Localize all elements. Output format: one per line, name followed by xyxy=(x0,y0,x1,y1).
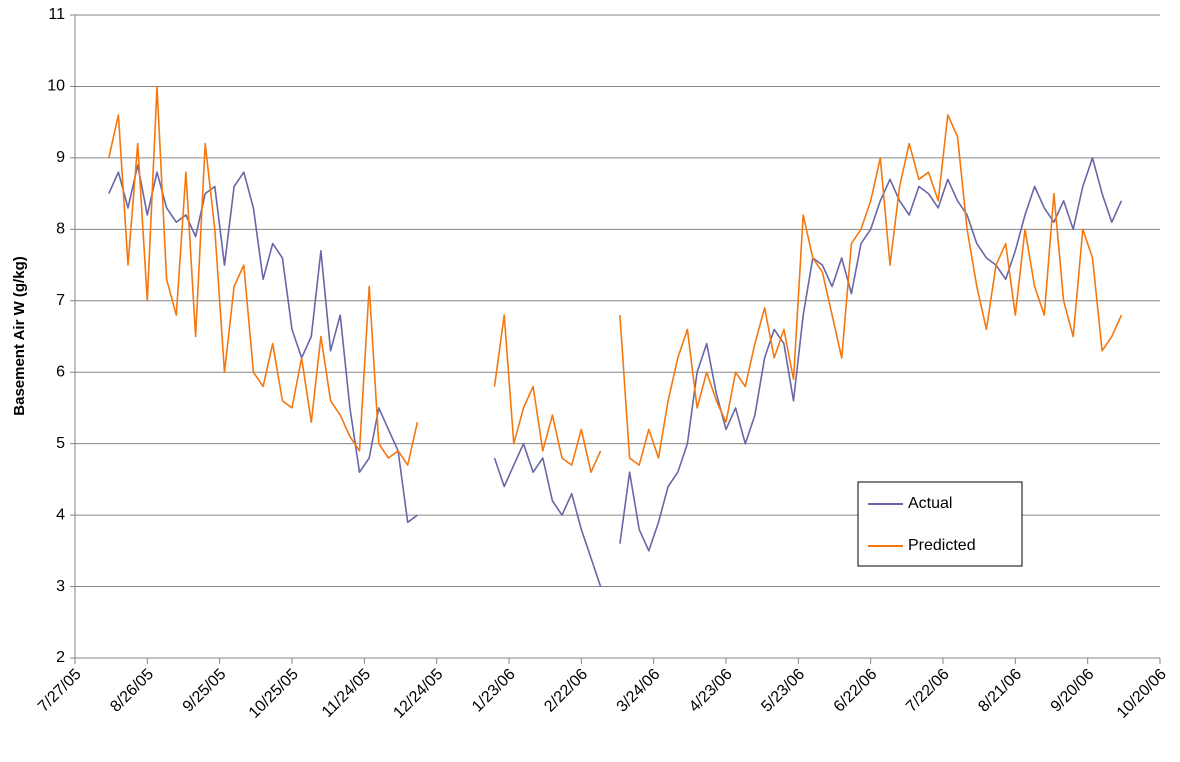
y-tick-label: 3 xyxy=(56,578,65,595)
legend-label: Actual xyxy=(908,495,952,512)
x-tick-label: 8/26/05 xyxy=(107,666,157,716)
x-tick-label: 7/27/05 xyxy=(35,666,85,716)
x-tick-label: 7/22/06 xyxy=(903,666,953,716)
y-axis-title: Basement Air W (g/kg) xyxy=(11,256,28,415)
y-tick-label: 5 xyxy=(56,435,65,452)
x-tick-label: 8/21/06 xyxy=(975,666,1025,716)
y-tick-label: 9 xyxy=(56,149,65,166)
x-tick-label: 1/23/06 xyxy=(469,666,519,716)
x-tick-label: 9/20/06 xyxy=(1048,666,1098,716)
x-tick-label: 3/24/06 xyxy=(614,666,664,716)
y-tick-label: 4 xyxy=(56,506,65,523)
x-tick-label: 4/23/06 xyxy=(686,666,736,716)
series-line xyxy=(108,85,1123,473)
x-tick-label: 9/25/05 xyxy=(180,666,230,716)
y-tick-label: 7 xyxy=(56,292,65,309)
x-tick-label: 5/23/06 xyxy=(758,666,808,716)
y-tick-label: 8 xyxy=(56,221,65,238)
y-tick-label: 10 xyxy=(47,78,65,95)
y-tick-label: 2 xyxy=(56,649,65,666)
x-tick-label: 10/20/06 xyxy=(1114,666,1170,722)
x-tick-label: 2/22/06 xyxy=(541,666,591,716)
x-tick-label: 6/22/06 xyxy=(831,666,881,716)
legend-label: Predicted xyxy=(908,537,976,554)
y-tick-label: 11 xyxy=(48,6,65,23)
series-line xyxy=(108,157,1123,587)
legend-box xyxy=(857,481,1023,567)
x-tick-label: 11/24/05 xyxy=(319,666,374,721)
x-tick-label: 12/24/05 xyxy=(390,666,446,722)
y-tick-label: 6 xyxy=(56,363,65,380)
x-tick-label: 10/25/05 xyxy=(246,666,302,722)
